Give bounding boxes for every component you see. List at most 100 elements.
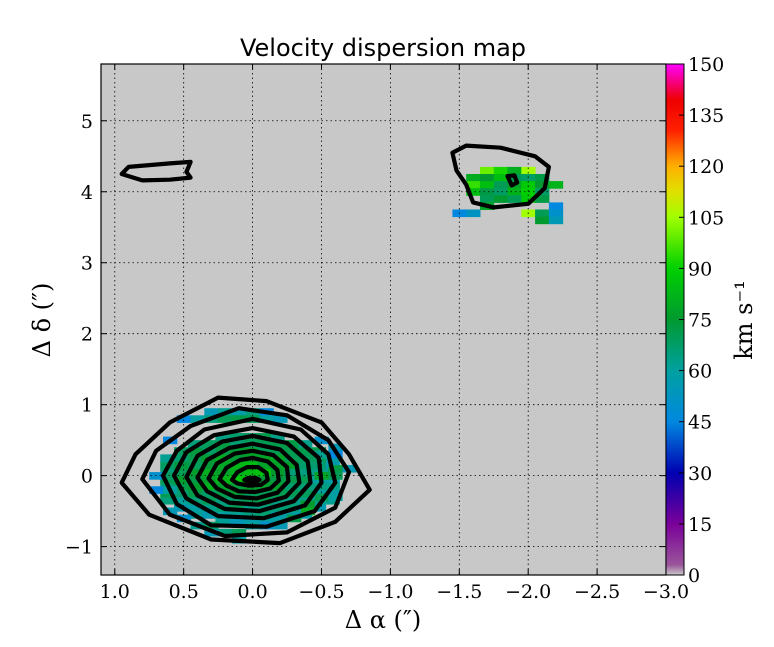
heatmap-pixel — [535, 181, 550, 189]
heatmap-pixel — [273, 415, 288, 423]
heatmap-pixel — [201, 440, 216, 448]
heatmap-pixel — [548, 202, 564, 210]
x-tick-label: 0.0 — [237, 581, 267, 603]
heatmap-pixel — [298, 447, 313, 455]
heatmap-pixel — [328, 464, 343, 473]
x-tick-label: 1.0 — [100, 581, 130, 603]
heatmap-pixel — [548, 216, 564, 225]
heatmap-pixel — [163, 472, 178, 480]
contour-line — [229, 465, 270, 488]
heatmap-pixel — [493, 188, 509, 196]
heatmap-pixel — [270, 433, 285, 441]
colorbar-tick-label: 60 — [688, 361, 712, 383]
heatmap-pixel — [284, 461, 299, 470]
heatmap-pixel — [507, 166, 522, 175]
heatmap-pixel — [201, 511, 216, 519]
heatmap-pixel — [256, 496, 271, 505]
heatmap-pixel — [507, 195, 522, 203]
y-tick-label: 1 — [81, 395, 93, 417]
heatmap-pixel — [256, 482, 271, 491]
heatmap-pixel — [493, 174, 509, 182]
heatmap-pixel — [229, 447, 244, 455]
heatmap-pixel — [231, 528, 247, 537]
heatmap-pixel — [187, 496, 203, 505]
heatmap-pixel — [231, 415, 247, 423]
x-tick-label: 0.5 — [169, 581, 199, 603]
contour-line — [160, 416, 338, 529]
heatmap-pixel — [466, 188, 481, 196]
x-tick-label: −1.0 — [367, 581, 413, 603]
heatmap-pixel — [187, 461, 203, 470]
colorbar-tick-label: 90 — [688, 258, 712, 280]
y-tick-label: 4 — [81, 182, 93, 204]
heatmap-pixel — [229, 482, 244, 491]
heatmap-pixel — [284, 440, 299, 448]
contour-lines — [119, 143, 552, 546]
heatmap-pixel — [270, 461, 285, 470]
y-tick-label: −1 — [65, 537, 93, 559]
heatmap-pixel — [535, 209, 550, 218]
colorbar-tick-label: 150 — [688, 54, 724, 76]
heatmap-pixel — [493, 181, 509, 189]
heatmap-pixel — [215, 482, 230, 491]
heatmap-pixel — [284, 447, 299, 455]
colorbar-tick-label: 120 — [688, 156, 724, 178]
heatmap-pixel — [298, 489, 313, 498]
x-tick-label: −1.5 — [436, 581, 482, 603]
heatmap-pixel — [215, 433, 230, 441]
heatmap-pixel — [535, 174, 550, 182]
heatmap-pixel — [466, 181, 481, 189]
heatmap-pixel — [187, 440, 203, 448]
heatmap-pixel — [190, 415, 205, 423]
heatmap-pixel — [548, 181, 564, 189]
heatmap-pixel — [242, 504, 258, 512]
y-tick-label: 5 — [81, 111, 93, 133]
heatmap-pixel — [229, 518, 244, 526]
heatmap-pixel — [201, 461, 216, 470]
heatmap-pixel — [466, 209, 481, 218]
contour-line — [217, 455, 281, 495]
heatmap-pixel — [298, 475, 313, 484]
heatmap-pixel — [479, 174, 495, 182]
contour-line — [195, 441, 302, 507]
contour-line — [505, 173, 520, 188]
heatmap-pixel — [298, 468, 313, 477]
heatmap-pixel — [270, 482, 285, 491]
heatmap-pixel — [229, 440, 244, 448]
y-axis-ticks: −1 0 1 2 3 4 5 — [65, 111, 666, 559]
heatmap-pixel — [174, 447, 189, 455]
heatmap-pixel — [218, 415, 233, 423]
heatmap-pixel — [479, 166, 495, 175]
heatmap-pixel — [201, 468, 216, 477]
colorbar-tick-label: 30 — [688, 463, 712, 485]
heatmap-pixel — [187, 447, 203, 455]
heatmap-pixel — [535, 195, 550, 203]
colorbar-tick-label: 0 — [688, 565, 700, 587]
heatmap-pixel — [284, 482, 299, 491]
heatmap-pixel — [229, 461, 244, 470]
y-tick-label: 2 — [81, 324, 93, 346]
heatmap-pixel — [174, 489, 189, 498]
heatmap-pixel — [187, 482, 203, 491]
heatmap-pixel — [187, 468, 203, 477]
heatmap-pixel — [270, 447, 285, 455]
heatmap-pixel — [242, 511, 258, 519]
heatmap-pixel — [229, 489, 244, 498]
heatmap-pixel — [229, 496, 244, 505]
heatmap-pixel — [204, 408, 219, 416]
heatmap-pixel — [284, 468, 299, 477]
heatmap-pixel — [201, 482, 216, 491]
x-tick-label: −2.0 — [505, 581, 551, 603]
colorbar-tick-label: 45 — [688, 412, 712, 434]
contour-line — [242, 475, 262, 485]
colorbar-tick-label: 75 — [688, 310, 712, 332]
heatmap-pixel — [149, 486, 164, 494]
heatmap-pixel — [187, 475, 203, 484]
heatmap-pixel — [284, 475, 299, 484]
heatmap-pixel — [174, 468, 189, 477]
heatmap-pixel — [174, 496, 189, 505]
heatmap-pixel — [314, 450, 329, 459]
y-axis-label: Δ δ (″) — [28, 283, 56, 358]
heatmap-pixel — [479, 195, 495, 203]
